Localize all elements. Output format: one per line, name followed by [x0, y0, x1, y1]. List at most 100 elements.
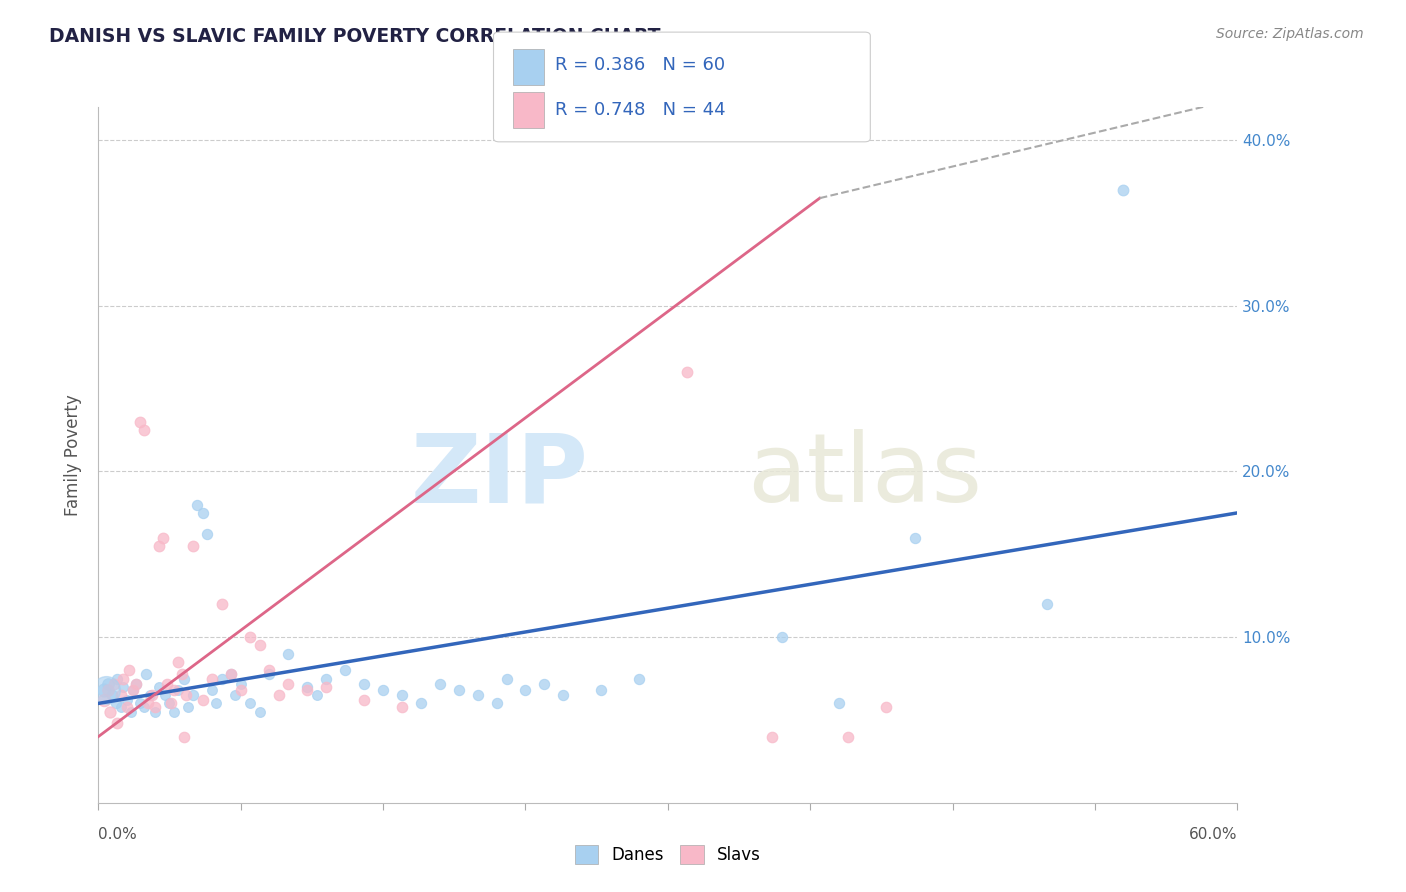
Point [211, 597, 233, 611]
Point [118, 663, 141, 677]
Point [676, 365, 699, 379]
Point [353, 693, 375, 707]
Point [259, 666, 281, 681]
Point [259, 663, 281, 677]
Point [167, 683, 190, 698]
Point [411, 697, 433, 711]
Point [98, 705, 121, 719]
Point [205, 697, 228, 711]
Point [173, 672, 195, 686]
Point [97, 683, 120, 698]
Point [249, 639, 271, 653]
Point [1036, 597, 1059, 611]
Point [761, 730, 783, 744]
Point [174, 688, 197, 702]
Point [770, 630, 793, 644]
Point [201, 683, 224, 698]
Point [157, 697, 180, 711]
Point [120, 705, 142, 719]
Point [135, 666, 157, 681]
Point [110, 688, 132, 702]
Point [391, 688, 413, 702]
Point [112, 680, 135, 694]
Point [486, 697, 509, 711]
Point [152, 531, 174, 545]
Point [391, 699, 413, 714]
Point [515, 683, 537, 698]
Text: DANISH VS SLAVIC FAMILY POVERTY CORRELATION CHART: DANISH VS SLAVIC FAMILY POVERTY CORRELAT… [49, 27, 661, 45]
Point [173, 730, 195, 744]
Point [115, 693, 138, 707]
Point [353, 676, 375, 690]
Point [136, 697, 159, 711]
Point [93, 693, 115, 707]
Point [94, 683, 117, 698]
Point [121, 683, 143, 698]
Point [104, 697, 127, 711]
Point [132, 423, 155, 437]
Text: atlas: atlas [748, 429, 983, 523]
Point [495, 672, 517, 686]
Point [267, 688, 290, 702]
Point [148, 539, 170, 553]
Point [371, 683, 394, 698]
Point [277, 676, 299, 690]
Point [148, 680, 170, 694]
Point [107, 672, 129, 686]
Y-axis label: Family Poverty: Family Poverty [65, 394, 83, 516]
Point [145, 699, 167, 714]
Point [224, 688, 246, 702]
Point [553, 688, 575, 702]
Point [138, 688, 160, 702]
Point [315, 680, 337, 694]
Point [533, 676, 555, 690]
Point [121, 683, 143, 698]
Point [229, 683, 252, 698]
Point [191, 506, 214, 520]
Text: R = 0.748   N = 44: R = 0.748 N = 44 [555, 101, 725, 119]
Point [628, 672, 651, 686]
Point [183, 688, 205, 702]
Text: 60.0%: 60.0% [1189, 827, 1237, 842]
Point [239, 697, 262, 711]
Point [100, 688, 122, 702]
Point [132, 699, 155, 714]
Text: ZIP: ZIP [411, 429, 588, 523]
Point [159, 697, 181, 711]
Point [153, 688, 176, 702]
Point [167, 655, 190, 669]
Point [110, 699, 132, 714]
Point [297, 680, 319, 694]
Point [305, 688, 328, 702]
Point [828, 697, 851, 711]
Point [201, 672, 224, 686]
Point [183, 539, 205, 553]
Legend: Danes, Slavs: Danes, Slavs [568, 838, 768, 871]
Point [112, 672, 135, 686]
Point [249, 705, 271, 719]
Point [107, 716, 129, 731]
Point [1112, 183, 1135, 197]
Text: 0.0%: 0.0% [98, 827, 138, 842]
Point [837, 730, 859, 744]
Point [115, 699, 138, 714]
Point [163, 705, 186, 719]
Point [191, 693, 214, 707]
Point [125, 676, 148, 690]
Point [129, 415, 152, 429]
Point [904, 531, 927, 545]
Point [277, 647, 299, 661]
Point [211, 672, 233, 686]
Text: Source: ZipAtlas.com: Source: ZipAtlas.com [1216, 27, 1364, 41]
Point [145, 705, 167, 719]
Point [141, 688, 163, 702]
Point [429, 676, 451, 690]
Point [156, 676, 179, 690]
Point [229, 676, 252, 690]
Point [129, 697, 152, 711]
Point [195, 527, 218, 541]
Point [176, 699, 198, 714]
Point [103, 676, 125, 690]
Point [221, 666, 243, 681]
Point [591, 683, 613, 698]
